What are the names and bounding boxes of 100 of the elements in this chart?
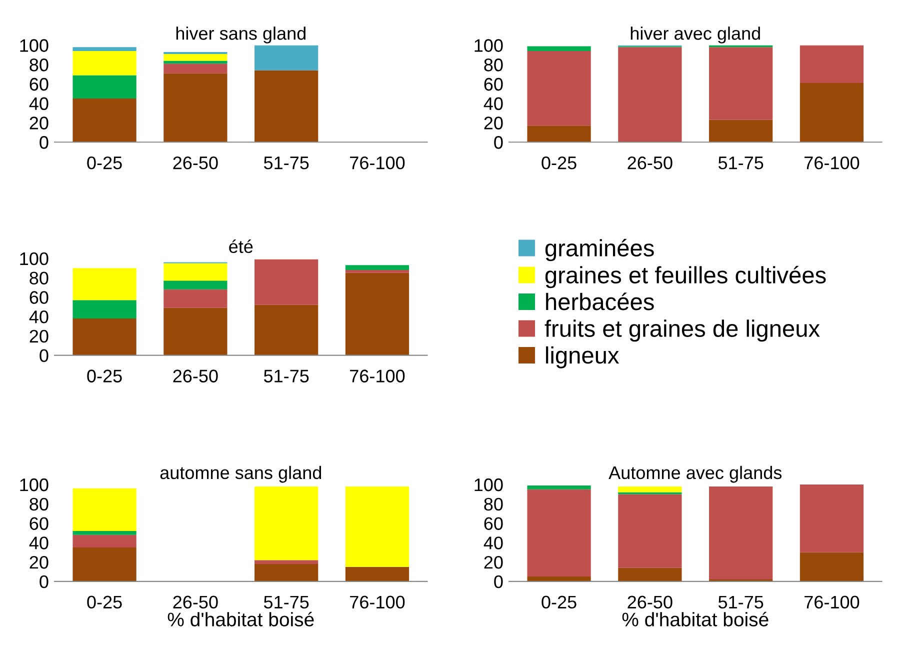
y-tick-label: 80 <box>484 498 503 511</box>
bar <box>527 51 591 126</box>
bar <box>345 566 410 582</box>
y-tick-label: 60 <box>30 291 48 304</box>
x-tick-label: 26-50 <box>173 370 218 382</box>
x-tick-label: 76-100 <box>804 156 860 170</box>
bar <box>618 568 682 582</box>
chart-title: hiver sans gland <box>176 26 306 44</box>
bar <box>164 280 228 290</box>
bar <box>254 304 318 356</box>
bar <box>164 54 228 61</box>
bar <box>72 51 136 76</box>
bar <box>800 552 864 582</box>
bar <box>527 576 591 582</box>
y-tick-label: 100 <box>20 478 48 492</box>
y-tick-label: 100 <box>474 39 503 52</box>
bar <box>164 289 228 308</box>
bar <box>618 486 682 492</box>
y-tick-label: 40 <box>484 97 503 110</box>
bar <box>164 64 228 74</box>
y-tick-label: 80 <box>30 58 48 72</box>
x-tick-label: 51-75 <box>264 596 309 609</box>
y-tick-label: 0 <box>494 575 503 588</box>
chart-title: été <box>229 240 253 254</box>
bar <box>72 300 136 318</box>
x-tick-label: 26-50 <box>628 596 672 609</box>
bar <box>254 486 318 560</box>
bar <box>72 318 136 356</box>
bar <box>254 564 318 582</box>
bar <box>800 484 864 552</box>
x-tick-label: 76-100 <box>350 156 405 170</box>
bar <box>618 47 682 142</box>
x-tick-label: 51-75 <box>264 156 309 170</box>
legend-label: fruits et graines de ligneux <box>544 320 820 342</box>
chart-title: Automne avec glands <box>608 466 782 483</box>
bar <box>164 60 228 64</box>
y-tick-label: 80 <box>30 272 48 284</box>
y-tick-label: 20 <box>30 116 48 130</box>
bar <box>345 272 410 356</box>
y-tick-label: 80 <box>30 498 48 511</box>
bar <box>164 263 228 281</box>
x-tick-label: 0-25 <box>87 156 122 170</box>
bar <box>72 98 136 142</box>
y-tick-label: 20 <box>484 116 503 130</box>
x-tick-label: 26-50 <box>173 156 218 170</box>
y-tick-label: 40 <box>29 310 48 324</box>
x-tick-label: 0-25 <box>542 596 576 609</box>
bar <box>709 486 773 580</box>
x-tick-label: 0-25 <box>87 370 122 382</box>
bar <box>72 531 136 535</box>
legend-label: ligneux <box>546 346 620 368</box>
bar <box>709 47 773 120</box>
x-tick-label: 0-25 <box>87 596 122 609</box>
bar <box>164 73 228 142</box>
bar <box>254 259 318 305</box>
bar <box>72 534 136 548</box>
y-tick-label: 100 <box>20 39 48 52</box>
bar <box>618 494 682 568</box>
chart-title: automne sans gland <box>160 466 322 483</box>
x-tick-label: 51-75 <box>718 156 764 170</box>
bar <box>164 308 228 356</box>
y-tick-label: 40 <box>484 536 503 550</box>
y-tick-label: 60 <box>484 517 503 530</box>
y-tick-label: 0 <box>494 136 503 149</box>
bar <box>527 46 591 52</box>
y-tick-label: 0 <box>40 136 48 149</box>
y-tick-label: 100 <box>20 252 48 266</box>
bar <box>527 489 591 577</box>
y-tick-label: 0 <box>40 575 48 588</box>
y-tick-label: 100 <box>474 478 503 492</box>
x-tick-label: 0-25 <box>542 156 576 170</box>
y-tick-label: 60 <box>30 517 48 530</box>
bar <box>72 488 136 532</box>
bar <box>800 83 864 142</box>
x-axis-title: % d'habitat boisé <box>168 612 314 626</box>
bar <box>709 120 773 142</box>
legend-label: graminées <box>545 238 654 262</box>
y-tick-label: 60 <box>30 78 48 91</box>
bar <box>72 47 136 52</box>
bar <box>254 45 318 70</box>
x-tick-label: 26-50 <box>628 156 672 170</box>
x-tick-label: 76-100 <box>350 370 405 382</box>
bar <box>345 270 410 273</box>
bar <box>527 126 591 142</box>
y-tick-label: 0 <box>40 349 48 362</box>
y-tick-label: 80 <box>484 58 503 72</box>
bar <box>72 268 136 300</box>
chart-title: hiver avec gland <box>630 26 760 44</box>
legend-label: graines et feuilles cultivées <box>545 266 826 288</box>
y-tick-label: 60 <box>484 78 503 91</box>
legend-label: herbacées <box>546 292 654 310</box>
bar <box>800 45 864 84</box>
bar <box>72 75 136 99</box>
x-tick-label: 26-50 <box>173 596 218 609</box>
y-tick-label: 20 <box>484 556 503 569</box>
x-tick-label: 51-75 <box>264 370 309 382</box>
y-tick-label: 40 <box>29 536 48 550</box>
y-tick-label: 20 <box>30 330 48 343</box>
bar <box>345 265 410 270</box>
y-tick-label: 40 <box>29 97 48 110</box>
